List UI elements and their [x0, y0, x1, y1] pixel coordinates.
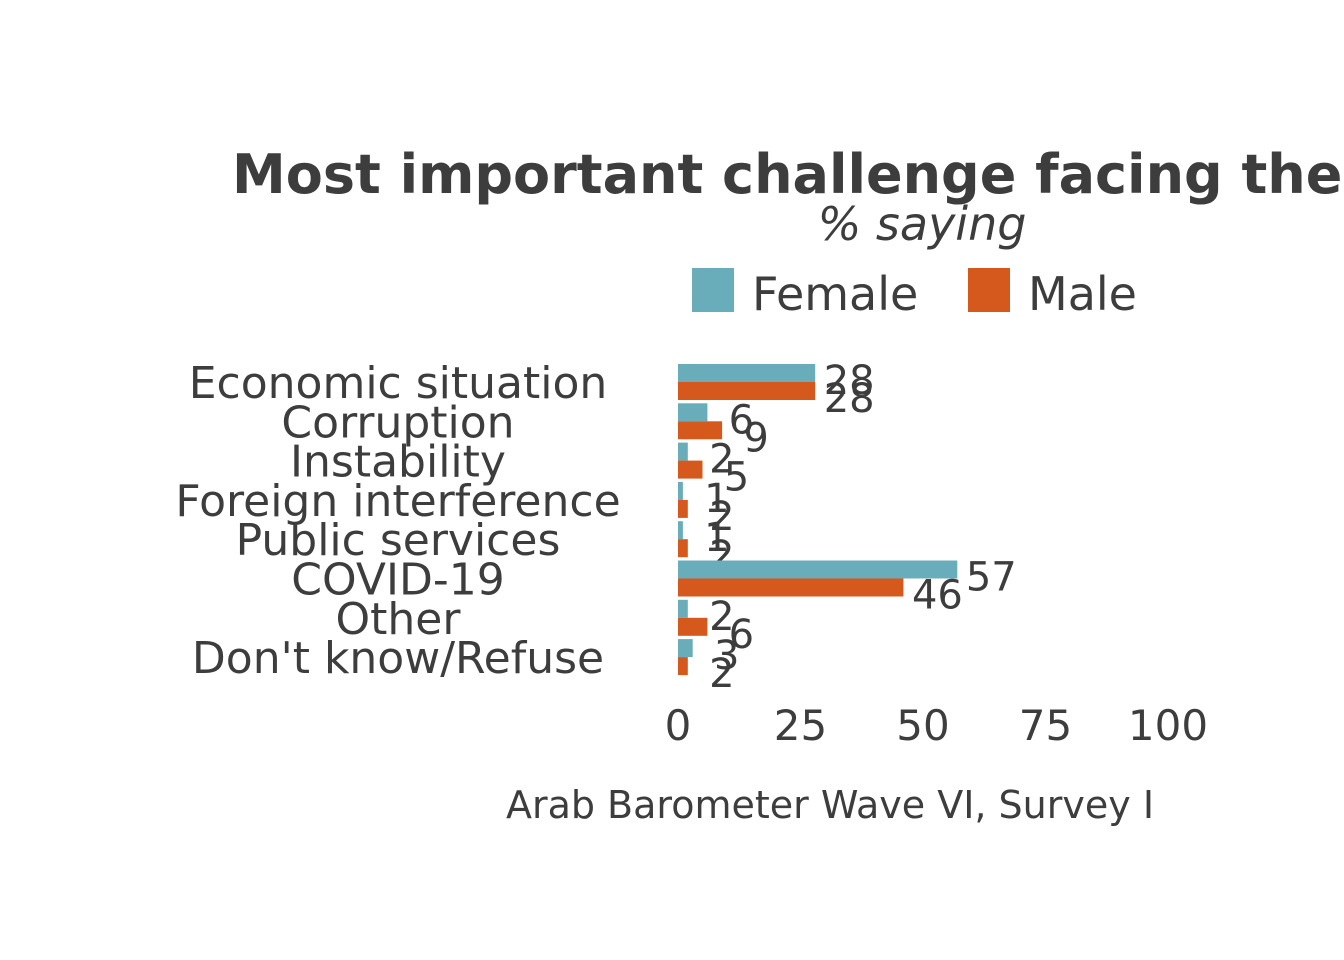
category-label-foreign-interference: Foreign interference	[175, 476, 620, 527]
data-label-male-corruption: 9	[743, 415, 768, 461]
bar-male-other	[678, 617, 708, 636]
category-label-don-t-know-refuse: Don't know/Refuse	[192, 633, 604, 684]
bar-female-other	[678, 599, 688, 618]
data-label-female-corruption: 6	[729, 397, 754, 443]
x-tick-label: 50	[896, 701, 949, 750]
data-label-male-covid-19: 46	[912, 573, 963, 619]
chart-title: Most important challenge facing the	[232, 143, 1342, 206]
data-label-male-economic-situation: 28	[824, 376, 875, 422]
bar-male-covid-19	[678, 578, 904, 597]
x-tick-label: 0	[665, 701, 692, 750]
category-label-economic-situation: Economic situation	[189, 358, 608, 409]
legend-label-female: Female	[752, 267, 918, 321]
bar-female-instability	[678, 442, 688, 461]
data-label-female-foreign-interference: 1	[704, 476, 729, 522]
data-label-female-instability: 2	[709, 437, 734, 483]
bar-female-covid-19	[678, 560, 958, 579]
x-tick-label: 100	[1128, 701, 1208, 750]
chart-subtitle: % saying	[818, 197, 1027, 251]
bar-female-don-t-know-refuse	[678, 639, 693, 658]
bar-male-corruption	[678, 421, 723, 440]
data-label-female-covid-19: 57	[966, 555, 1017, 601]
data-label-male-other: 6	[729, 612, 754, 658]
bar-male-instability	[678, 460, 703, 479]
bar-male-foreign-interference	[678, 499, 688, 518]
data-label-male-don-t-know-refuse: 2	[709, 651, 734, 697]
bar-male-don-t-know-refuse	[678, 657, 688, 676]
x-tick-label: 75	[1019, 701, 1072, 750]
data-label-female-public-services: 1	[704, 515, 729, 561]
data-label-male-foreign-interference: 2	[709, 494, 734, 540]
data-label-male-instability: 5	[724, 455, 749, 501]
bar-female-foreign-interference	[678, 481, 683, 500]
bar-female-economic-situation	[678, 364, 816, 382]
category-label-public-services: Public services	[236, 515, 561, 566]
data-label-female-don-t-know-refuse: 3	[714, 633, 739, 679]
bar-male-public-services	[678, 539, 688, 558]
legend-swatch-male	[968, 268, 1010, 312]
bar-female-public-services	[678, 521, 683, 540]
legend-swatch-female	[692, 268, 734, 312]
legend: Female Male	[692, 267, 1137, 321]
bar-female-corruption	[678, 403, 708, 422]
category-label-corruption: Corruption	[281, 397, 514, 448]
category-label-covid-19: COVID-19	[291, 555, 504, 606]
legend-label-male: Male	[1028, 267, 1137, 321]
data-label-female-other: 2	[709, 594, 734, 640]
bar-male-economic-situation	[678, 382, 816, 400]
category-label-instability: Instability	[290, 437, 506, 488]
chart-caption: Arab Barometer Wave VI, Survey I	[506, 783, 1154, 827]
category-label-other: Other	[336, 594, 462, 645]
data-label-female-economic-situation: 28	[824, 358, 875, 404]
x-tick-label: 25	[774, 701, 827, 750]
